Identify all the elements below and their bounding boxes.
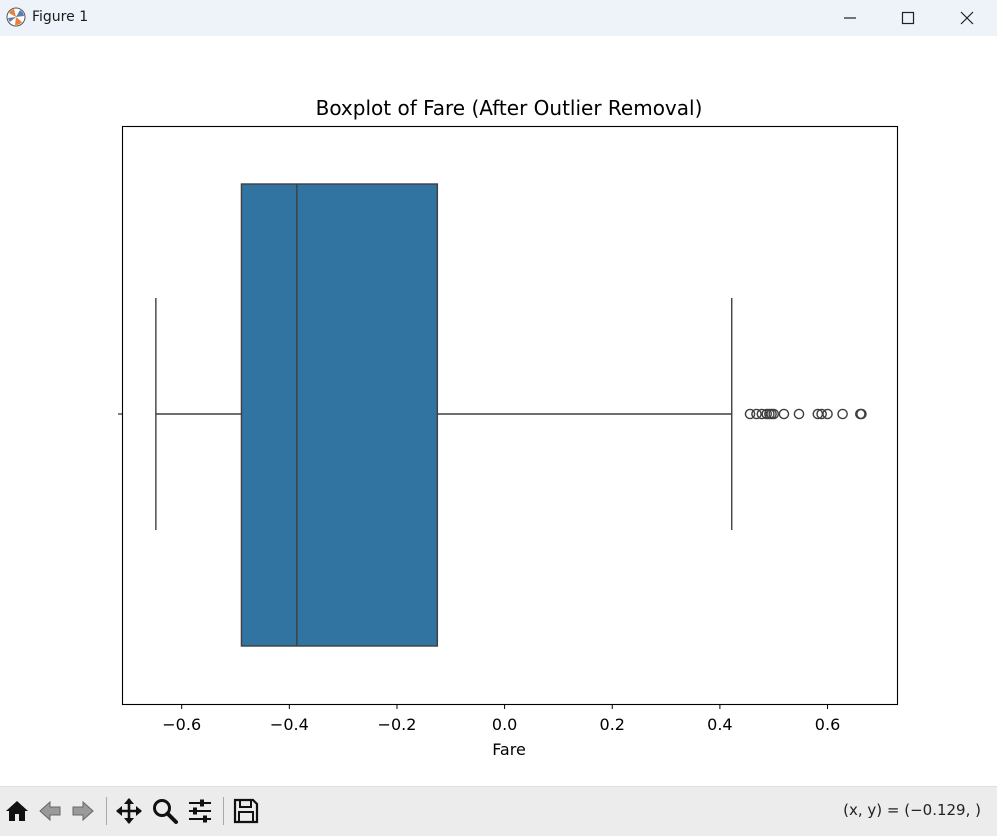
configure-subplots-icon [189,799,211,823]
x-tick-label: −0.6 [162,715,201,734]
x-axis-label: Fare [492,740,526,759]
outlier-point [816,408,827,420]
home-icon [6,801,28,821]
zoom-button[interactable] [150,795,180,827]
boxplot-chart: Boxplot of Fare (After Outlier Removal) … [118,96,899,759]
pan-icon [116,798,142,824]
forward-icon [72,800,94,822]
plot-area-frame [121,125,899,706]
outlier-point [856,408,867,420]
minimize-button[interactable] [821,0,879,36]
toolbar-separator [223,797,224,825]
coordinate-readout: (x, y) = (−0.129, ) [843,801,981,819]
matplotlib-app-icon [6,7,26,27]
save-icon [233,798,259,824]
outlier-point [751,408,762,420]
interquartile-box [240,183,439,647]
home-button[interactable] [2,795,32,827]
outlier-point [744,408,756,420]
x-tick-label: 0.6 [815,715,840,734]
outlier-point [822,408,833,420]
figure-canvas[interactable]: Boxplot of Fare (After Outlier Removal) … [0,36,997,786]
outlier-point [778,408,790,420]
minimize-icon [844,17,856,19]
x-tick-label: −0.4 [270,715,309,734]
maximize-button[interactable] [879,0,937,36]
chart-title: Boxplot of Fare (After Outlier Removal) [316,96,703,120]
navigation-toolbar: (x, y) = (−0.129, ) [0,786,997,836]
zoom-icon [153,799,178,824]
outlier-point [793,408,805,420]
back-icon [39,800,61,822]
back-button[interactable] [35,795,65,827]
forward-button[interactable] [68,795,98,827]
window-title: Figure 1 [32,9,89,25]
close-button[interactable] [938,0,996,36]
x-tick-label: 0.2 [600,715,625,734]
x-tick-label: 0.0 [492,715,517,734]
x-tick-label: 0.4 [707,715,732,734]
window-titlebar: Figure 1 [0,0,997,36]
outlier-point [837,408,848,420]
outlier-point [761,408,773,420]
save-button[interactable] [231,795,261,827]
x-tick-label: −0.2 [378,715,417,734]
configure-subplots-button[interactable] [185,795,215,827]
toolbar-separator [106,797,107,825]
close-icon [960,11,974,25]
pan-button[interactable] [114,795,144,827]
outlier-point [768,408,780,420]
maximize-icon [901,11,915,25]
